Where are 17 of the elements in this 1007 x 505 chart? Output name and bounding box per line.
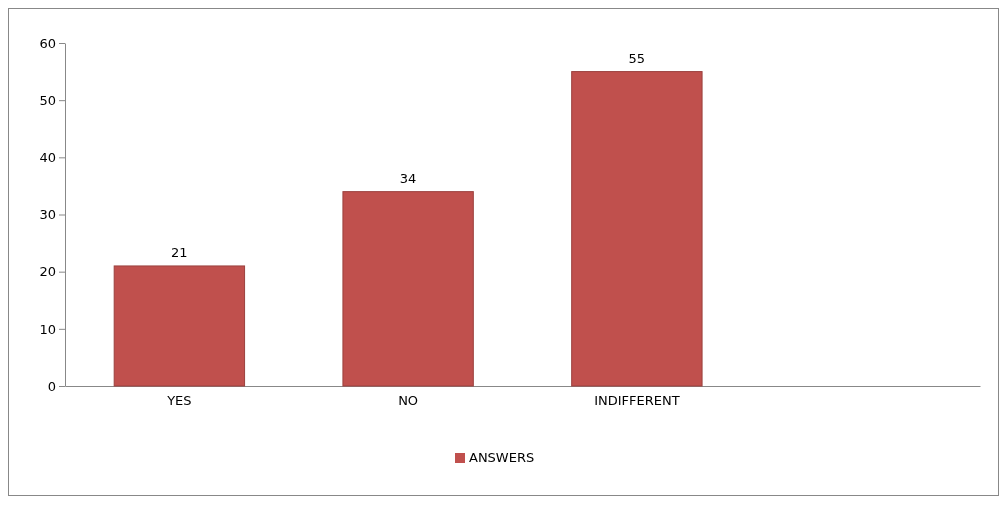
bar xyxy=(342,191,474,387)
x-tick-label: INDIFFERENT xyxy=(594,393,680,409)
x-tick-label: NO xyxy=(398,393,419,409)
data-label: 34 xyxy=(399,170,417,186)
y-tick-label: 10 xyxy=(39,321,56,337)
y-tick-label: 0 xyxy=(47,378,56,394)
x-tick-label: YES xyxy=(166,393,192,409)
data-label: 55 xyxy=(628,50,646,66)
legend-label: ANSWERS xyxy=(469,450,535,465)
data-label: 21 xyxy=(171,244,188,260)
y-tick-label: 30 xyxy=(39,207,56,223)
bar xyxy=(571,71,703,387)
y-tick-label: 20 xyxy=(39,264,56,280)
bar xyxy=(113,265,246,387)
y-tick-label: 40 xyxy=(39,149,56,165)
y-tick-label: 60 xyxy=(39,35,56,51)
y-tick-label: 50 xyxy=(39,92,56,108)
